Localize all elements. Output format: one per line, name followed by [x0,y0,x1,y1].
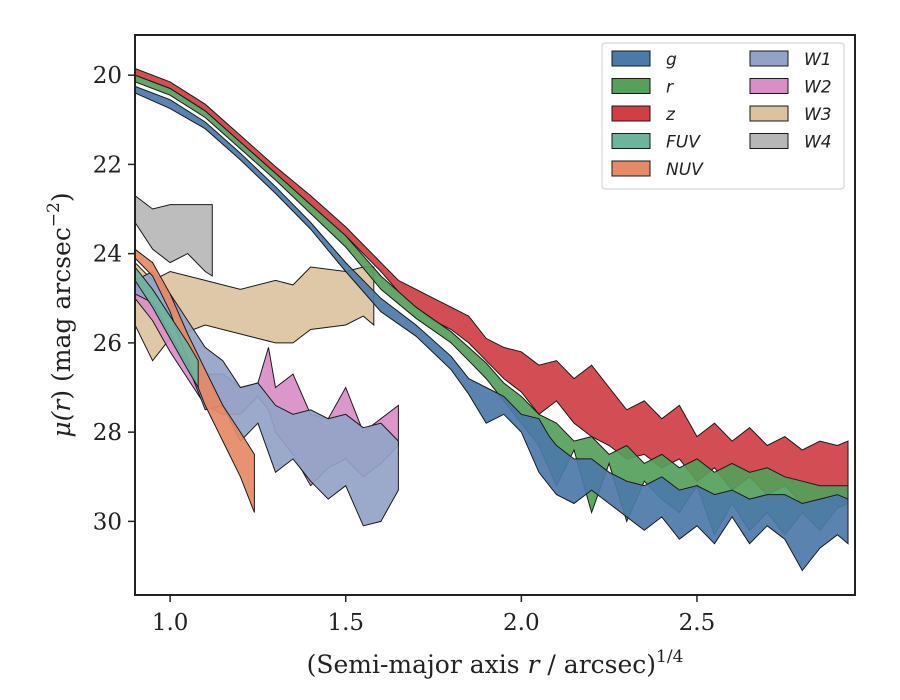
x-tick-label: 2.5 [679,610,716,636]
legend-swatch-g [611,50,651,67]
y-tick-label: 28 [93,420,122,446]
x-tick-label: 2.0 [503,610,540,636]
legend-swatch-w2 [749,78,789,94]
legend-swatch-z [611,105,651,122]
legend: grz FUV NUV W1 W2 W3 W4 [601,42,845,190]
y-tick-label: 26 [93,331,122,357]
legend-label-nuv: NUV [666,160,704,180]
legend-label-z: z [665,105,676,125]
legend-swatch-w3 [749,105,789,122]
band-w4 [135,194,213,277]
legend-label-g: g [666,50,677,70]
y-axis-label: μ(r) (mag arcsec−2) [44,192,76,437]
x-axis-ticks: 1.0 1.5 2.0 2.5 [152,595,715,636]
y-tick-label: 30 [93,509,122,535]
plot-frame [134,34,856,596]
legend-swatch-w1 [749,50,789,67]
legend-label-w3: W3 [804,105,832,125]
band-areas [135,67,849,572]
band-nuv [135,248,255,513]
y-tick-label: 24 [93,242,122,268]
legend-swatch-w4 [749,133,789,149]
legend-label-w1: W1 [804,50,832,70]
x-tick-label: 1.0 [152,610,189,636]
legend-label-fuv: FUV [666,133,701,153]
legend-swatch-nuv [611,160,651,177]
legend-label-r: r [666,78,674,98]
legend-label-w4: W4 [804,133,832,153]
x-axis-label: (Semi-major axis r / arcsec)1/4 [307,647,684,679]
legend-label-w2: W2 [804,78,832,98]
y-axis-ticks: 20 22 24 26 28 30 [93,63,135,535]
y-tick-label: 20 [93,63,122,89]
legend-swatch-fuv [611,133,651,149]
y-tick-label: 22 [93,152,122,178]
x-tick-label: 1.5 [327,610,364,636]
band-fuv [135,266,199,390]
band-g [135,85,849,572]
legend-swatch-r [611,78,651,94]
